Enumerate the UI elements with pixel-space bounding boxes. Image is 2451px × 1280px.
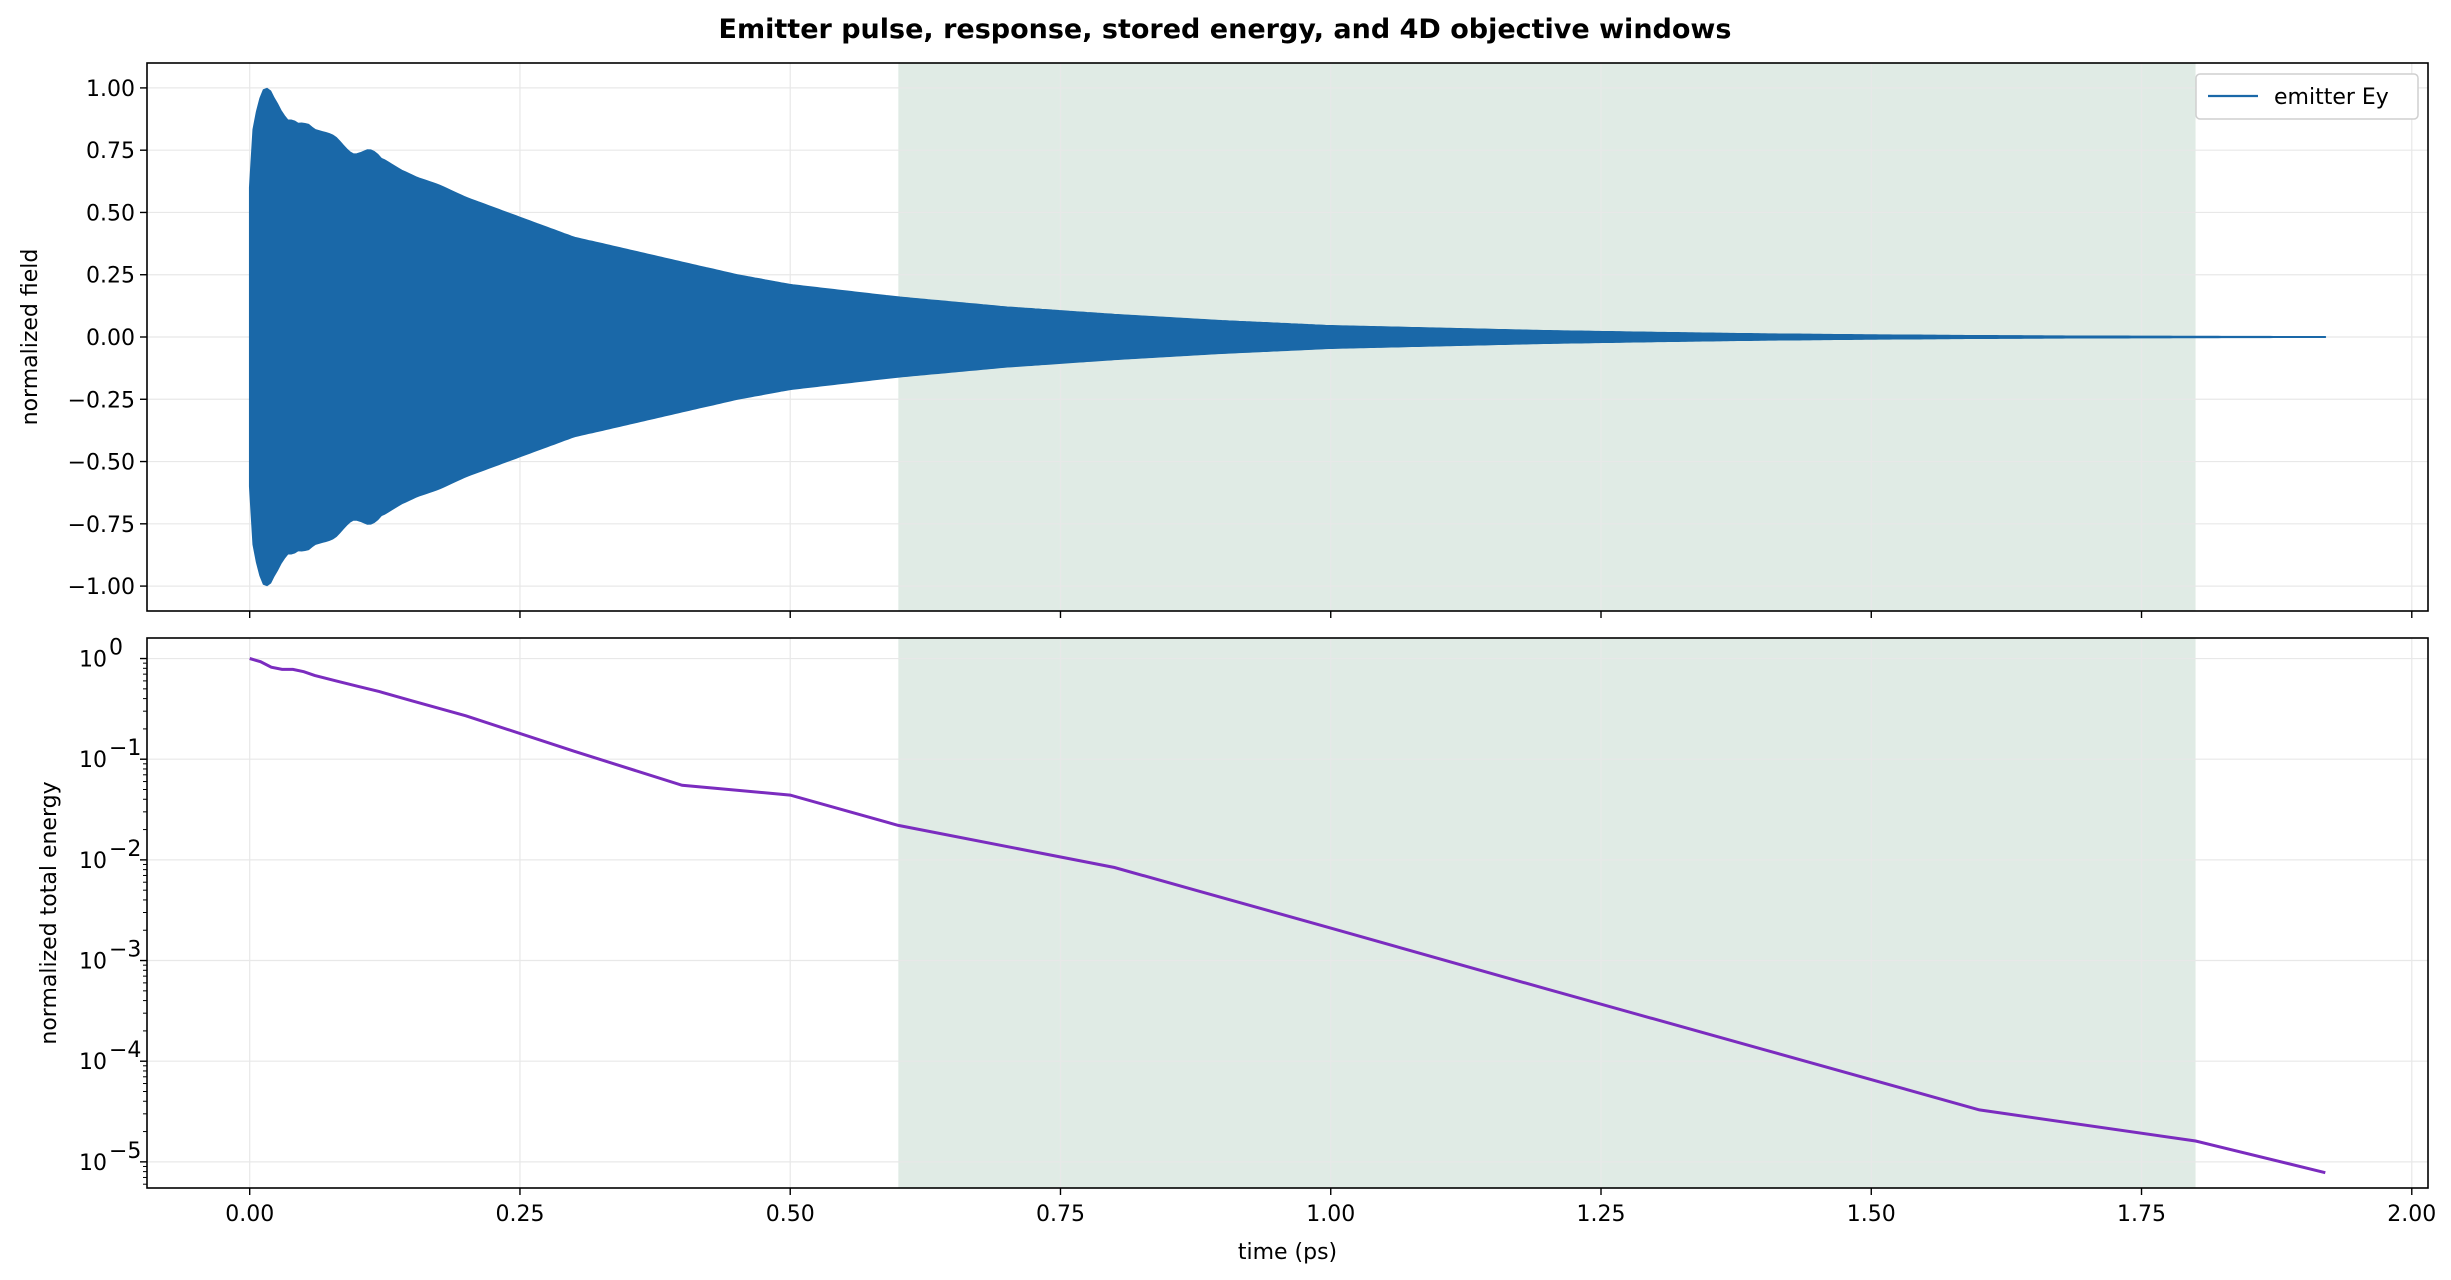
y-tick-label: −0.25	[68, 388, 135, 413]
x-tick-label: 1.25	[1577, 1202, 1626, 1227]
y-tick-label: 10	[79, 950, 107, 975]
x-tick-label: 1.50	[1847, 1202, 1896, 1227]
y-tick-exponent: −5	[109, 1139, 141, 1164]
field-series	[248, 87, 2327, 587]
y-tick-label: 0.25	[86, 264, 135, 289]
x-tick-label: 1.00	[1306, 1202, 1355, 1227]
x-tick-label: 1.75	[2117, 1202, 2166, 1227]
y-tick-label: 10	[79, 849, 107, 874]
y-tick-label: 0.75	[86, 139, 135, 164]
objective-window-bottom	[898, 638, 2196, 1188]
x-tick-label: 0.75	[1036, 1202, 1085, 1227]
y-tick-exponent: −4	[109, 1038, 141, 1063]
x-tick-label: 2.00	[2387, 1202, 2436, 1227]
y-tick-exponent: −2	[109, 837, 141, 862]
y-tick-label: 10	[79, 1151, 107, 1176]
objective-window-band-bottom	[898, 638, 2196, 1188]
x-tick-label: 0.50	[766, 1202, 815, 1227]
y-tick-label: −0.50	[68, 451, 135, 476]
legend-label: emitter Ey	[2274, 85, 2389, 110]
y-tick-exponent: −3	[109, 938, 141, 963]
energy-series	[249, 657, 2326, 1175]
field-panel: 1.00 0.75 0.50 0.25 0.00 −0.25 −0.50 −0.75 −1.00…	[18, 62, 2429, 618]
y-axis-label-field: normalized field	[18, 249, 43, 426]
y-tick-exponent: 0	[109, 636, 123, 661]
y-tick-label: 10	[79, 1050, 107, 1075]
grid-bottom	[147, 638, 2428, 1188]
x-tick-label: 0.00	[225, 1202, 274, 1227]
y-axis-label-energy: normalized total energy	[37, 781, 62, 1044]
y-tick-label: 10	[79, 748, 107, 773]
energy-series-line	[249, 657, 2326, 1175]
y-tick-exponent: −1	[109, 736, 141, 761]
y-tick-label: 0.50	[86, 201, 135, 226]
legend: emitter Ey	[2195, 73, 2419, 120]
y-tick-label: −0.75	[68, 513, 135, 538]
figure-title: Emitter pulse, response, stored energy, …	[719, 14, 1732, 45]
legend-box	[2195, 73, 2419, 120]
y-tick-label: 10	[79, 648, 107, 673]
y-tick-label: −1.00	[68, 575, 135, 600]
x-tick-label: 0.25	[495, 1202, 544, 1227]
axes-top: 1.00 0.75 0.50 0.25 0.00 −0.25 −0.50 −0.75 −1.00	[68, 62, 2429, 618]
x-axis-label: time (ps)	[1238, 1240, 1337, 1265]
y-tick-label: 0.00	[86, 326, 135, 351]
y-tick-label: 1.00	[86, 77, 135, 102]
